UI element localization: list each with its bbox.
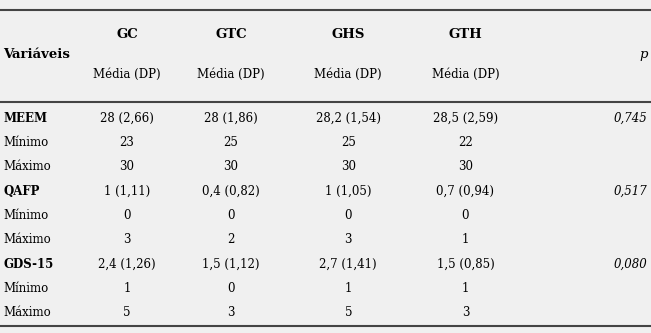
Text: GC: GC [116,28,138,42]
Text: 3: 3 [344,233,352,246]
Text: 0: 0 [123,209,131,222]
Text: 0,745: 0,745 [614,112,648,125]
Text: 3: 3 [462,306,469,319]
Text: MEEM: MEEM [3,112,48,125]
Text: QAFP: QAFP [3,184,40,198]
Text: 1 (1,05): 1 (1,05) [325,184,372,198]
Text: 0: 0 [462,209,469,222]
Text: Média (DP): Média (DP) [432,68,499,82]
Text: 23: 23 [120,136,134,149]
Text: 0,7 (0,94): 0,7 (0,94) [436,184,495,198]
Text: 28 (1,86): 28 (1,86) [204,112,258,125]
Text: Máximo: Máximo [3,233,51,246]
Text: 1,5 (0,85): 1,5 (0,85) [437,257,494,271]
Text: 25: 25 [224,136,238,149]
Text: 1: 1 [462,233,469,246]
Text: 1 (1,11): 1 (1,11) [104,184,150,198]
Text: 5: 5 [344,306,352,319]
Text: 30: 30 [458,160,473,173]
Text: GHS: GHS [331,28,365,42]
Text: Mínimo: Mínimo [3,136,49,149]
Text: 1,5 (1,12): 1,5 (1,12) [202,257,260,271]
Text: 28,5 (2,59): 28,5 (2,59) [433,112,498,125]
Text: Média (DP): Média (DP) [314,68,382,82]
Text: 0: 0 [227,209,235,222]
Text: Variáveis: Variáveis [3,48,70,62]
Text: 3: 3 [227,306,235,319]
Text: Mínimo: Mínimo [3,209,49,222]
Text: 0,080: 0,080 [614,257,648,271]
Text: GTC: GTC [215,28,247,42]
Text: Média (DP): Média (DP) [197,68,265,82]
Text: 0,4 (0,82): 0,4 (0,82) [202,184,260,198]
Text: Máximo: Máximo [3,306,51,319]
Text: 28 (2,66): 28 (2,66) [100,112,154,125]
Text: 0: 0 [344,209,352,222]
Text: 0: 0 [227,282,235,295]
Text: 22: 22 [458,136,473,149]
Text: 2: 2 [227,233,235,246]
Text: 1: 1 [123,282,131,295]
Text: 30: 30 [119,160,135,173]
Text: 0,517: 0,517 [614,184,648,198]
Text: p: p [639,48,648,62]
Text: 1: 1 [344,282,352,295]
Text: 30: 30 [223,160,239,173]
Text: 2,4 (1,26): 2,4 (1,26) [98,257,156,271]
Text: 28,2 (1,54): 28,2 (1,54) [316,112,381,125]
Text: Média (DP): Média (DP) [93,68,161,82]
Text: Máximo: Máximo [3,160,51,173]
Text: 25: 25 [341,136,355,149]
Text: 3: 3 [123,233,131,246]
Text: 30: 30 [340,160,356,173]
Text: 1: 1 [462,282,469,295]
Text: GDS-15: GDS-15 [3,257,53,271]
Text: 2,7 (1,41): 2,7 (1,41) [320,257,377,271]
Text: Mínimo: Mínimo [3,282,49,295]
Text: 5: 5 [123,306,131,319]
Text: GTH: GTH [449,28,482,42]
